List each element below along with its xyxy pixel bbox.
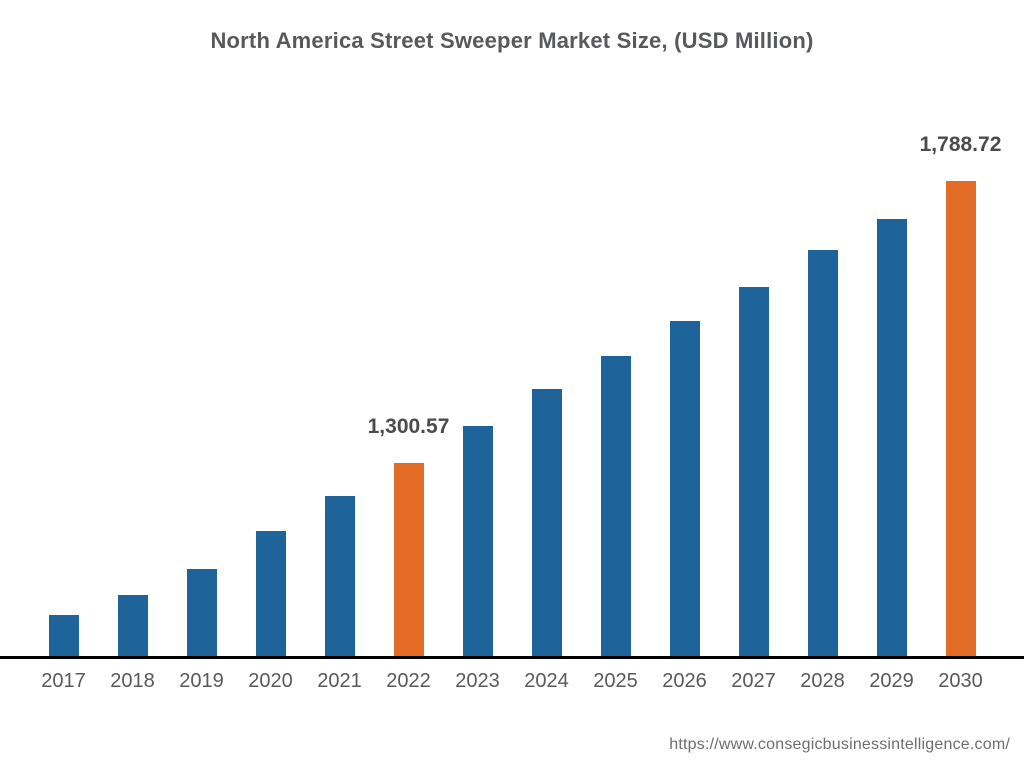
plot-area: 1,300.57 1,788.72 (29, 126, 1001, 656)
bar-slot-2018 (98, 126, 167, 656)
bar-slot-2026 (650, 126, 719, 656)
bar-2028 (807, 250, 838, 656)
x-axis-label-2018: 2018 (110, 670, 155, 692)
bar-2020 (255, 531, 286, 656)
bar-slot-2030: 1,788.72 (920, 126, 1001, 656)
bar-2018 (117, 595, 148, 656)
x-axis-label-2030: 2030 (938, 670, 983, 692)
bar-slot-2029 (857, 126, 926, 656)
value-label-2022: 1,300.57 (367, 415, 450, 438)
x-axis-label-2024: 2024 (524, 670, 569, 692)
bar-2023 (462, 426, 493, 656)
x-axis-label-2027: 2027 (731, 670, 776, 692)
bar-slot-2022: 1,300.57 (368, 126, 449, 656)
x-axis-label-2017: 2017 (41, 670, 86, 692)
bar-2029 (876, 219, 907, 656)
x-axis-label-2028: 2028 (800, 670, 845, 692)
bar-2025 (600, 356, 631, 656)
bar-slot-2017 (29, 126, 98, 656)
x-axis-labels: 2017 2018 2019 2020 2021 2022 2023 2024 2025 2026… (29, 670, 995, 693)
bar-2024 (531, 389, 562, 656)
chart-title: North America Street Sweeper Market Size… (210, 28, 814, 53)
bar-slot-2024 (512, 126, 581, 656)
bar-2019 (186, 569, 217, 656)
bar-2017 (48, 615, 79, 656)
bar-2022 (393, 463, 424, 656)
bar-slot-2027 (719, 126, 788, 656)
x-axis-label-2021: 2021 (317, 670, 362, 692)
bar-slot-2020 (236, 126, 305, 656)
x-axis-label-2022: 2022 (386, 670, 431, 692)
source-url: https://www.consegicbusinessintelligence… (669, 736, 1010, 753)
bar-slot-2028 (788, 126, 857, 656)
x-axis-label-2019: 2019 (179, 670, 224, 692)
x-axis-label-2023: 2023 (455, 670, 500, 692)
bar-slot-2019 (167, 126, 236, 656)
x-axis-label-2029: 2029 (869, 670, 914, 692)
bar-2027 (738, 287, 769, 656)
value-label-2030: 1,788.72 (919, 133, 1002, 156)
bar-2026 (669, 321, 700, 656)
x-axis-label-2020: 2020 (248, 670, 293, 692)
x-axis-label-2025: 2025 (593, 670, 638, 692)
bar-2021 (324, 496, 355, 656)
bar-slot-2021 (305, 126, 374, 656)
x-axis-line (0, 656, 1024, 659)
bar-slot-2025 (581, 126, 650, 656)
bar-slot-2023 (443, 126, 512, 656)
bar-2030 (945, 181, 976, 656)
x-axis-label-2026: 2026 (662, 670, 707, 692)
